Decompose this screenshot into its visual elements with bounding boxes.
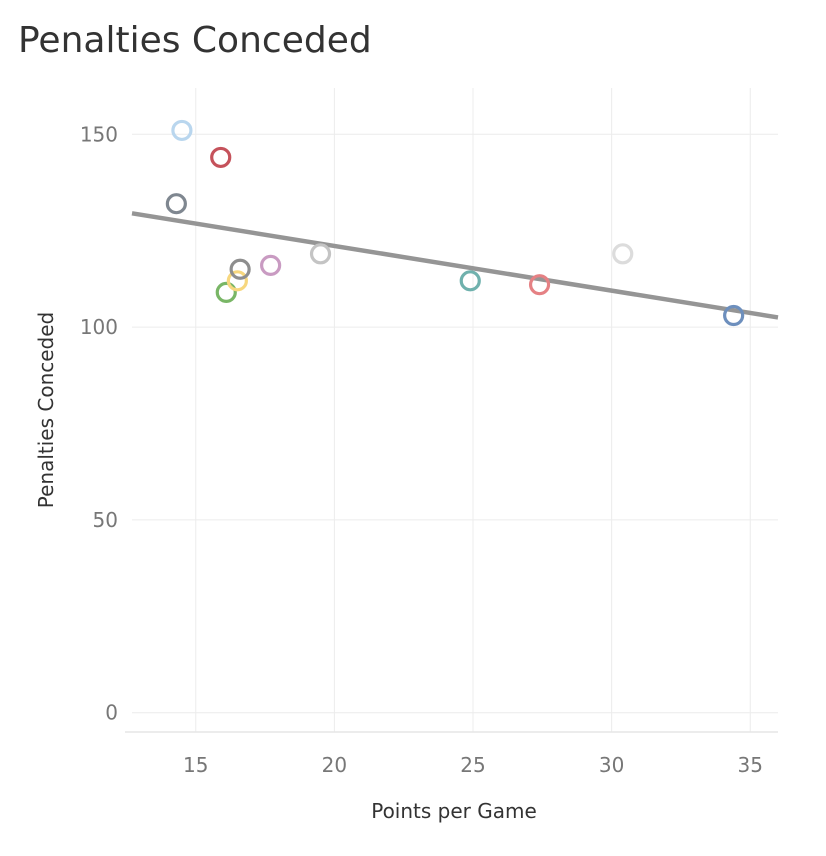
y-tick-labels: 0 50 100 150 (80, 122, 118, 724)
x-axis-title: Points per Game (371, 799, 537, 823)
y-tick-label: 150 (80, 122, 118, 146)
data-point (215, 281, 237, 303)
data-point (226, 270, 248, 292)
data-points (165, 119, 745, 327)
data-point (260, 254, 282, 276)
y-tick-label: 100 (80, 315, 118, 339)
y-tick-label: 0 (105, 701, 118, 725)
trend-line-group (131, 211, 779, 320)
data-point (210, 146, 232, 169)
data-point (309, 243, 332, 265)
y-tick-label: 50 (93, 508, 118, 532)
data-point (229, 258, 251, 280)
chart-title: Penalties Conceded (18, 20, 372, 61)
x-tick-label: 30 (599, 753, 624, 777)
data-point (459, 270, 481, 292)
trend-line (131, 211, 779, 320)
data-point (171, 119, 193, 142)
gridlines (132, 88, 778, 732)
x-tick-label: 25 (460, 753, 485, 777)
data-point (612, 243, 634, 265)
x-tick-labels: 15 20 25 30 35 (183, 753, 763, 777)
data-point (165, 193, 187, 215)
x-tick-label: 35 (738, 753, 763, 777)
x-tick-label: 15 (183, 753, 208, 777)
data-point (528, 274, 551, 296)
x-tick-label: 20 (322, 753, 347, 777)
y-axis-title: Penalties Conceded (34, 312, 58, 509)
data-point (723, 304, 745, 327)
